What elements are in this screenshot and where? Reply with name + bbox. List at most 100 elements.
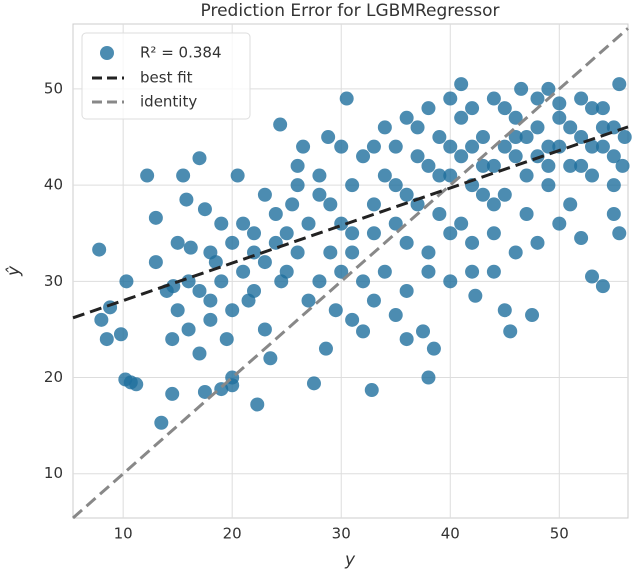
- point: [443, 91, 458, 106]
- point: [606, 207, 621, 221]
- x-tick-label: 20: [223, 525, 242, 543]
- point: [508, 149, 523, 164]
- point: [595, 279, 610, 294]
- y-axis-label: ŷ: [4, 265, 24, 277]
- point: [323, 197, 338, 212]
- point: [334, 139, 349, 154]
- point: [225, 235, 240, 250]
- point: [486, 91, 501, 106]
- point: [486, 197, 501, 212]
- point: [595, 101, 610, 116]
- point: [250, 397, 265, 412]
- point: [574, 231, 589, 246]
- point: [356, 274, 371, 289]
- point: [617, 130, 632, 145]
- point: [181, 322, 196, 337]
- point: [339, 91, 354, 106]
- point: [432, 207, 447, 221]
- point: [290, 178, 305, 193]
- point: [454, 216, 469, 231]
- point: [257, 255, 272, 270]
- point: [497, 101, 512, 116]
- point: [197, 384, 212, 399]
- point: [306, 376, 321, 391]
- y-tick-label: 30: [44, 272, 63, 290]
- point: [94, 312, 109, 327]
- point: [421, 101, 436, 116]
- point: [113, 327, 128, 342]
- x-tick-label: 40: [441, 525, 460, 543]
- point: [345, 226, 360, 241]
- point: [290, 158, 305, 173]
- identity-line: [72, 27, 629, 520]
- y-tick-label: 40: [44, 176, 63, 194]
- point: [541, 139, 556, 154]
- point: [486, 226, 501, 241]
- point: [214, 274, 229, 289]
- point: [183, 240, 198, 255]
- point: [356, 324, 371, 339]
- point: [377, 120, 392, 135]
- point: [443, 168, 458, 183]
- point: [273, 117, 288, 132]
- point: [192, 151, 207, 166]
- point: [541, 158, 556, 173]
- y-tick-label: 10: [44, 464, 63, 482]
- point: [475, 187, 490, 202]
- point: [497, 303, 512, 318]
- point: [410, 149, 425, 164]
- point: [497, 187, 512, 202]
- point: [203, 245, 218, 260]
- point: [563, 197, 578, 212]
- point: [99, 332, 114, 347]
- point: [225, 303, 240, 318]
- point: [508, 110, 523, 125]
- point: [236, 216, 251, 231]
- legend-box: [81, 32, 251, 120]
- point: [497, 139, 512, 154]
- point: [230, 168, 245, 183]
- point: [366, 139, 381, 154]
- point: [192, 283, 207, 298]
- point: [410, 120, 425, 135]
- point: [574, 91, 589, 106]
- point: [192, 346, 207, 361]
- point: [165, 332, 180, 347]
- point: [508, 130, 523, 145]
- x-axis-label: y: [344, 550, 356, 570]
- point: [465, 264, 480, 279]
- point: [552, 110, 567, 125]
- point: [301, 216, 316, 231]
- point: [514, 81, 529, 96]
- legend-label: best fit: [140, 69, 193, 87]
- x-tick-label: 10: [114, 525, 133, 543]
- point: [454, 110, 469, 125]
- point: [323, 245, 338, 260]
- point: [595, 139, 610, 154]
- legend-label: R² = 0.384: [140, 44, 221, 62]
- chart-title: Prediction Error for LGBMRegressor: [201, 1, 500, 21]
- point: [236, 264, 251, 279]
- point: [503, 324, 518, 339]
- point: [312, 187, 327, 202]
- point: [416, 324, 431, 339]
- point: [443, 139, 458, 154]
- y-tick-label: 50: [44, 79, 63, 97]
- point: [585, 168, 600, 183]
- point: [563, 158, 578, 173]
- point: [508, 245, 523, 260]
- point: [388, 178, 403, 193]
- point: [148, 255, 163, 270]
- point: [301, 293, 316, 308]
- point: [475, 158, 490, 173]
- point: [541, 178, 556, 193]
- point: [388, 139, 403, 154]
- point: [552, 216, 567, 231]
- legend: R² = 0.384 best fit identity: [81, 32, 251, 120]
- lines: [72, 27, 629, 520]
- point: [615, 158, 630, 173]
- point: [585, 101, 600, 116]
- point: [465, 139, 480, 154]
- point: [388, 216, 403, 231]
